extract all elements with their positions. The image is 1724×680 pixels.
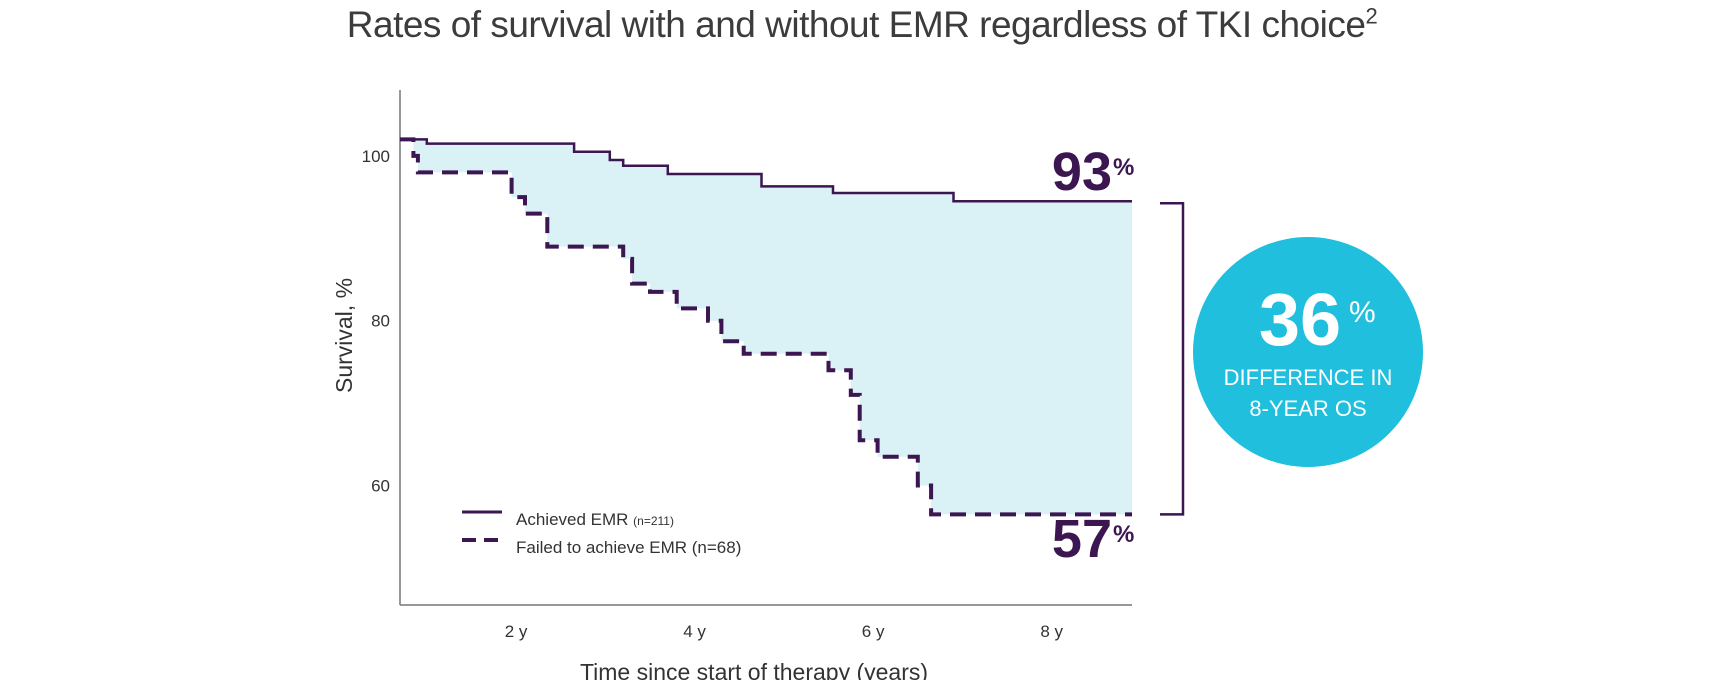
x-tick-label: 2 y — [505, 622, 528, 641]
difference-caption-line1: DIFFERENCE IN — [1224, 365, 1393, 390]
x-tick-label: 4 y — [683, 622, 706, 641]
series-line-achieved-emr — [400, 138, 1132, 203]
end-value-achieved: 93 — [1052, 142, 1112, 202]
difference-percent: % — [1349, 296, 1376, 329]
difference-caption-line2: 8-YEAR OS — [1249, 396, 1366, 421]
chart-title-text: Rates of survival with and without EMR r… — [346, 4, 1366, 45]
difference-bracket — [1160, 201, 1185, 516]
difference-circle — [1193, 237, 1423, 467]
title-footnote-ref: 2 — [1365, 3, 1378, 29]
end-value-percent: % — [1113, 154, 1134, 181]
y-tick-label: 60 — [371, 477, 390, 496]
x-tick-label: 6 y — [862, 622, 885, 641]
y-tick-label: 100 — [362, 147, 390, 166]
difference-shading — [400, 139, 1132, 515]
difference-value: 36 — [1259, 278, 1341, 361]
x-tick-label: 8 y — [1040, 622, 1063, 641]
legend-label-failed: Failed to achieve EMR (n=68) — [516, 538, 741, 557]
chart-title: Rates of survival with and without EMR r… — [0, 4, 1724, 46]
x-axis-label: Time since start of therapy (years) — [580, 659, 928, 680]
series-line-failed-emr — [400, 137, 1132, 517]
legend-n-count: (n=211) — [633, 514, 674, 528]
end-value-failed: 57 — [1052, 509, 1112, 569]
y-tick-label: 80 — [371, 312, 390, 331]
y-axis-label: Survival, % — [331, 278, 357, 393]
end-value-percent: % — [1113, 521, 1134, 548]
legend-label-achieved: Achieved EMR (n=211) — [516, 510, 674, 529]
